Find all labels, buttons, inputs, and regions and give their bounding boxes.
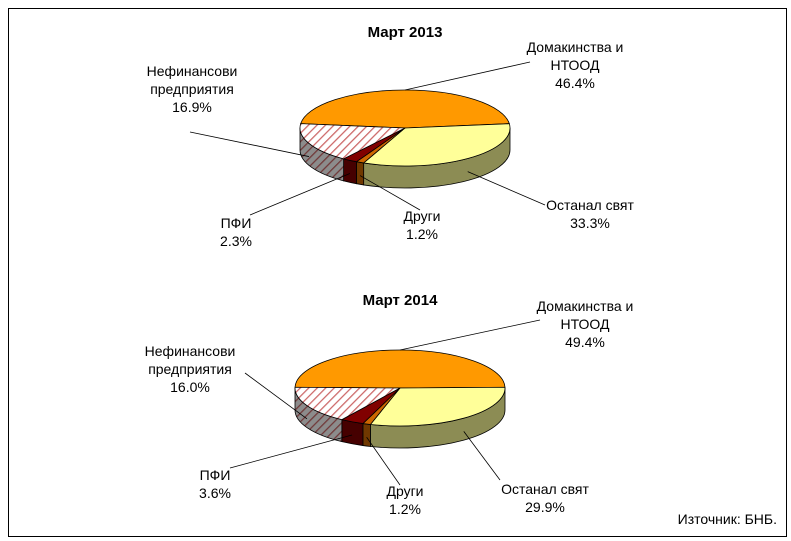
leader-line [399, 319, 541, 351]
slice-label: Нефинансови предприятия [146, 63, 238, 97]
slice-value-label: 3.6% [199, 485, 231, 501]
slice-side [341, 419, 364, 447]
slice-top [300, 89, 510, 129]
slice-label: Останал свят [501, 481, 589, 497]
slice-label: ПФИ [220, 215, 252, 231]
leader-line [229, 434, 353, 469]
slice-value-label: 16.9% [172, 99, 212, 115]
slice-top [294, 349, 506, 389]
slice-top [369, 386, 506, 427]
slice-side [362, 423, 371, 447]
slice-value-label: 29.9% [525, 499, 565, 515]
leader-line [189, 131, 310, 157]
leader-line [249, 173, 351, 216]
slice-label: Домакинства и НТООД [536, 298, 634, 332]
slice-label: Останал свят [546, 197, 634, 213]
slice-label: Други [386, 483, 424, 499]
slice-side [343, 158, 357, 185]
slice-top [299, 123, 407, 160]
slice-top [362, 123, 511, 167]
slice-value-label: 2.3% [220, 233, 252, 249]
source-note: Източник: БНБ. [677, 511, 777, 527]
slice-top [294, 386, 402, 421]
frame [8, 8, 787, 537]
leader-line [244, 372, 308, 420]
leader-line [359, 175, 421, 211]
chart-title: Март 2013 [367, 24, 443, 41]
leader-line [463, 431, 501, 481]
slice-label: Нефинансови предприятия [144, 343, 236, 377]
leader-line [467, 171, 546, 206]
slice-value-label: 46.4% [555, 75, 595, 91]
slice-side [356, 161, 365, 186]
slice-label: ПФИ [199, 467, 231, 483]
leader-line [366, 437, 401, 486]
slice-label: Домакинства и НТООД [526, 39, 624, 73]
slice-value-label: 49.4% [565, 334, 605, 350]
slice-label: Други [403, 208, 441, 224]
slice-value-label: 16.0% [170, 379, 210, 395]
slice-value-label: 33.3% [570, 215, 610, 231]
slice-value-label: 1.2% [389, 501, 421, 517]
chart-title: Март 2014 [362, 292, 438, 309]
slice-value-label: 1.2% [406, 226, 438, 242]
leader-line [404, 61, 531, 91]
